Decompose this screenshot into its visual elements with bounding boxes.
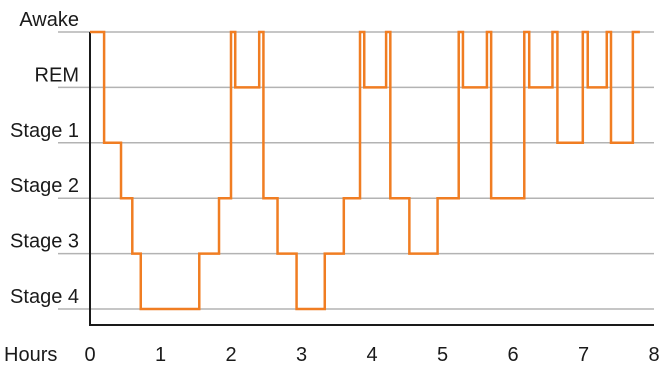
y-label-stage-2: Stage 2: [10, 175, 79, 197]
y-axis-labels: Awake REM Stage 1 Stage 2 Stage 3 Stage 4: [10, 9, 79, 308]
x-tick-label-7: 7: [578, 344, 589, 365]
x-tick-label-3: 3: [296, 344, 307, 365]
y-label-rem: REM: [35, 64, 79, 86]
y-label-awake: Awake: [19, 9, 79, 31]
x-tick-label-2: 2: [225, 344, 236, 365]
y-label-stage-1: Stage 1: [10, 120, 79, 142]
x-tick-label-8: 8: [648, 344, 659, 365]
grid-lines: [58, 31, 654, 310]
y-label-stage-3: Stage 3: [10, 231, 79, 253]
axes: [89, 32, 654, 326]
x-tick-label-1: 1: [155, 344, 166, 365]
x-tick-label-5: 5: [437, 344, 448, 365]
sleep-stage-series: [90, 30, 640, 311]
series-line-0: [90, 30, 640, 311]
x-tick-labels: 0 1 2 3 4 5 6 7 8: [84, 344, 659, 365]
y-label-stage-4: Stage 4: [10, 286, 79, 308]
x-tick-label-4: 4: [366, 344, 377, 365]
x-axis-label: Hours: [4, 344, 57, 365]
x-tick-label-0: 0: [84, 344, 95, 365]
x-tick-label-6: 6: [507, 344, 518, 365]
